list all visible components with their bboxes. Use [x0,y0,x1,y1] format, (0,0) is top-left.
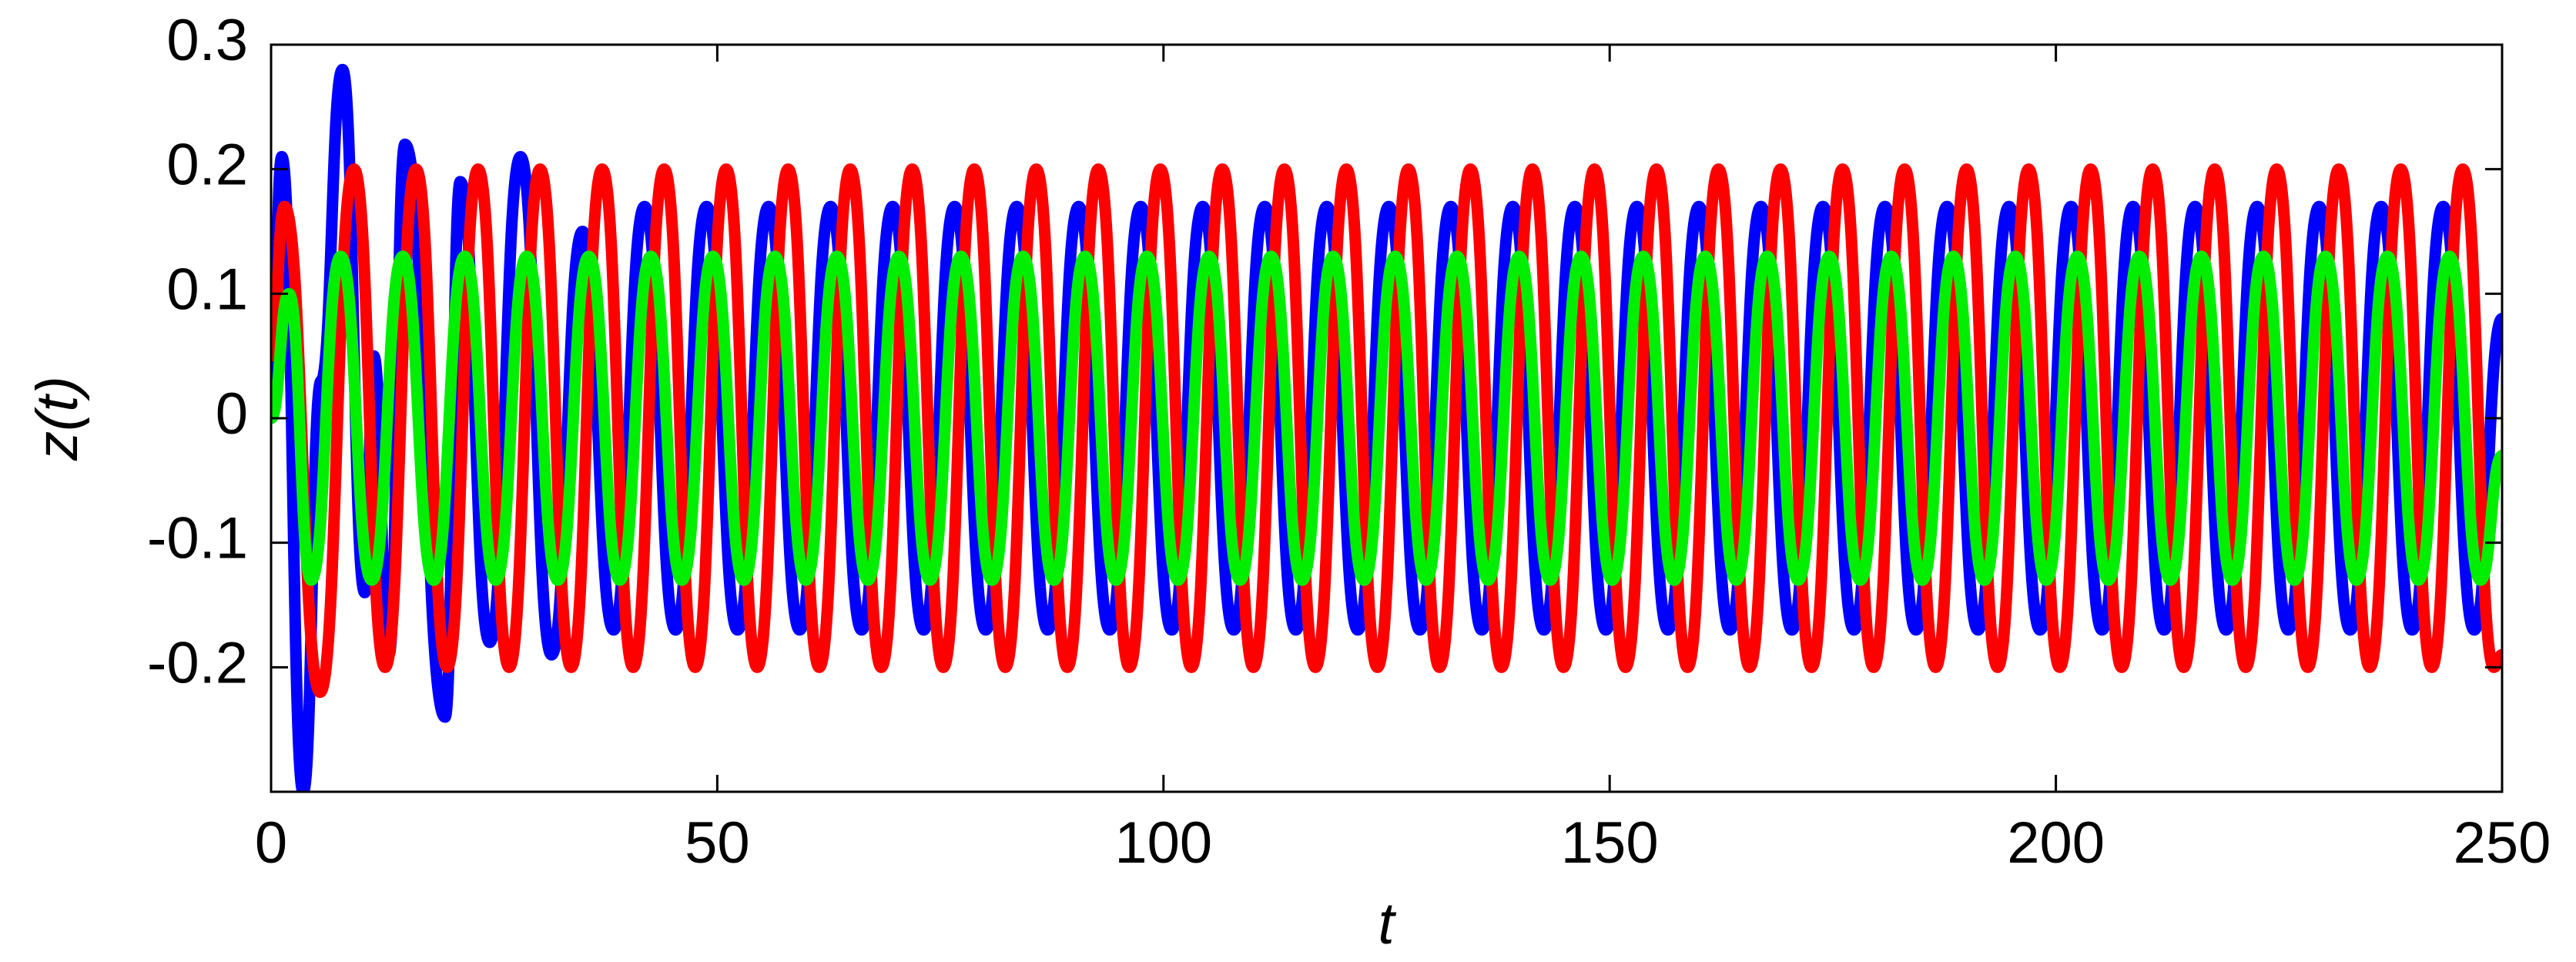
series-line [271,250,2502,586]
y-tick-label: 0.1 [166,256,248,322]
y-tick-label: 0.3 [166,8,248,73]
x-tick-label: 250 [2454,810,2551,876]
x-axis-label: t [1378,891,1396,957]
x-tick-label: 0 [255,810,287,876]
y-tick-label: 0 [216,381,248,447]
x-tick-label: 200 [2007,810,2105,876]
y-tick-label: -0.2 [147,630,248,696]
x-tick-label: 100 [1114,810,1212,876]
x-tick-label: 150 [1561,810,1659,876]
y-tick-label: -0.1 [147,506,248,572]
y-tick-label: 0.2 [166,132,248,198]
x-tick-label: 50 [685,810,750,876]
y-axis-label: z(t) [25,376,90,461]
series-line [271,163,2502,699]
